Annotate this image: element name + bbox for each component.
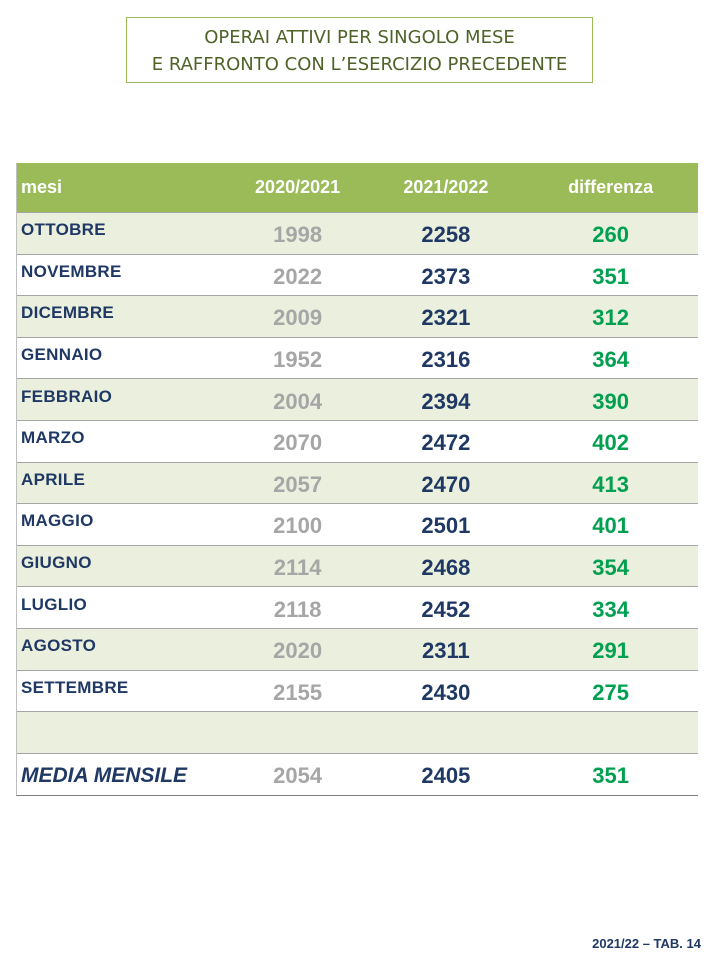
value-2020-2021: 1952 xyxy=(273,347,323,373)
month-label: DICEMBRE xyxy=(21,303,115,323)
value-2021-2022: 2258 xyxy=(421,222,471,248)
table-row: NOVEMBRE 2022 2373 351 xyxy=(17,253,698,296)
header-differenza: differenza xyxy=(568,177,654,197)
header-mesi: mesi xyxy=(21,177,63,197)
month-label: FEBBRAIO xyxy=(21,386,113,406)
month-label: APRILE xyxy=(21,469,86,489)
table-row: GIUGNO 2114 2468 354 xyxy=(17,544,698,587)
title-line-2: E RAFFRONTO CON L’ESERCIZIO PRECEDENTE xyxy=(151,54,568,75)
value-2021-2022: 2468 xyxy=(421,555,471,581)
header-year-2020-2021: 2020/2021 xyxy=(255,177,341,197)
month-label: MARZO xyxy=(21,428,85,448)
value-2021-2022: 2472 xyxy=(421,430,471,456)
data-table: mesi 2020/2021 2021/2022 differenza OTTO… xyxy=(16,163,698,796)
value-2020-2021: 2070 xyxy=(273,430,323,456)
table-row: AGOSTO 2020 2311 291 xyxy=(17,627,698,670)
table-body: OTTOBRE 1998 2258 260 NOVEMBRE 2022 2373 351 DIC… xyxy=(17,212,698,711)
month-label: LUGLIO xyxy=(21,594,88,614)
month-label: GENNAIO xyxy=(21,345,103,365)
value-2021-2022: 2321 xyxy=(421,305,471,331)
value-2020-2021: 2009 xyxy=(273,305,323,331)
value-2021-2022: 2373 xyxy=(421,263,471,289)
title-box: OPERAI ATTIVI PER SINGOLO MESE E RAFFRON… xyxy=(126,17,593,83)
footer-label: 2021/22 – TAB. 14 xyxy=(592,936,701,951)
media-value-2021-2022: 2405 xyxy=(421,763,471,789)
value-differenza: 364 xyxy=(592,347,629,373)
table-row: MAGGIO 2100 2501 401 xyxy=(17,503,698,545)
value-2020-2021: 2100 xyxy=(273,513,323,539)
table-row: DICEMBRE 2009 2321 312 xyxy=(17,295,698,337)
value-differenza: 413 xyxy=(592,471,629,497)
value-differenza: 275 xyxy=(592,679,629,705)
media-value-2020-2021: 2054 xyxy=(273,763,323,789)
value-differenza: 312 xyxy=(592,305,629,331)
month-label: OTTOBRE xyxy=(21,220,106,240)
value-differenza: 402 xyxy=(592,430,629,456)
title-line-1: OPERAI ATTIVI PER SINGOLO MESE xyxy=(204,27,515,48)
month-label: MAGGIO xyxy=(21,511,94,531)
month-label: GIUGNO xyxy=(21,553,92,573)
month-label: NOVEMBRE xyxy=(21,261,122,281)
value-differenza: 354 xyxy=(592,555,629,581)
value-differenza: 401 xyxy=(592,513,629,539)
value-2021-2022: 2311 xyxy=(422,638,470,664)
value-differenza: 291 xyxy=(592,638,629,664)
month-label: SETTEMBRE xyxy=(21,677,129,697)
table-row: GENNAIO 1952 2316 364 xyxy=(17,336,698,379)
value-2020-2021: 2114 xyxy=(273,555,322,581)
value-2021-2022: 2316 xyxy=(421,347,471,373)
table-row-empty xyxy=(17,711,698,753)
value-2021-2022: 2452 xyxy=(421,596,471,622)
value-2020-2021: 2020 xyxy=(273,638,323,664)
table-row: SETTEMBRE 2155 2430 275 xyxy=(17,669,698,712)
value-differenza: 351 xyxy=(592,263,629,289)
value-2020-2021: 2118 xyxy=(273,596,322,622)
media-value-differenza: 351 xyxy=(592,763,629,789)
value-2020-2021: 2057 xyxy=(273,471,323,497)
value-differenza: 260 xyxy=(592,222,629,248)
header-year-2021-2022: 2021/2022 xyxy=(403,177,489,197)
value-2020-2021: 2004 xyxy=(273,388,323,414)
value-2021-2022: 2394 xyxy=(421,388,471,414)
table-row: MARZO 2070 2472 402 xyxy=(17,419,698,462)
value-2021-2022: 2470 xyxy=(421,471,471,497)
media-label: MEDIA MENSILE xyxy=(21,764,188,788)
value-2021-2022: 2501 xyxy=(421,513,471,539)
value-differenza: 390 xyxy=(592,388,629,414)
table-row-media: MEDIA MENSILE 2054 2405 351 xyxy=(17,752,698,795)
value-2021-2022: 2430 xyxy=(421,679,471,705)
table-row: FEBBRAIO 2004 2394 390 xyxy=(17,378,698,420)
value-differenza: 334 xyxy=(592,596,629,622)
table-row: OTTOBRE 1998 2258 260 xyxy=(17,212,698,254)
value-2020-2021: 2155 xyxy=(273,679,323,705)
value-2020-2021: 1998 xyxy=(273,222,323,248)
month-label: AGOSTO xyxy=(21,636,97,656)
table-row: LUGLIO 2118 2452 334 xyxy=(17,586,698,628)
value-2020-2021: 2022 xyxy=(273,263,323,289)
table-header: mesi 2020/2021 2021/2022 differenza xyxy=(17,163,698,212)
table-row: APRILE 2057 2470 413 xyxy=(17,461,698,504)
